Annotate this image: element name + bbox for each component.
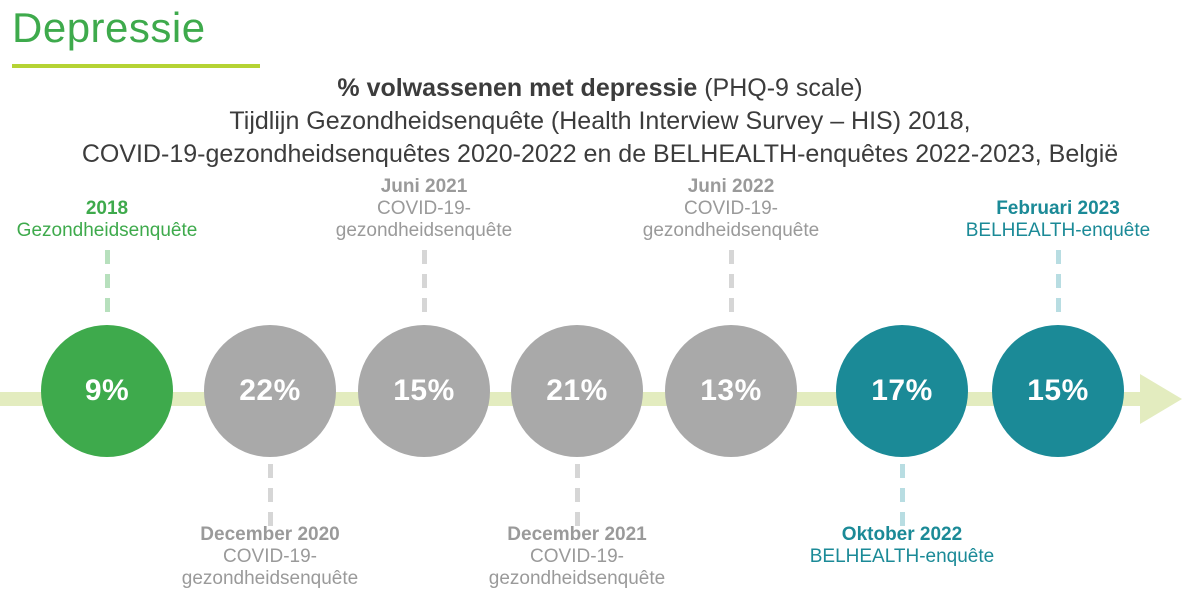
value-text: 17% (871, 374, 933, 407)
subtitle: % volwassenen met depressie (PHQ-9 scale… (0, 72, 1200, 171)
connector-dash (1056, 298, 1061, 312)
connector-dash (268, 464, 273, 478)
subtitle-bold: % volwassenen met depressie (337, 74, 698, 102)
connector-dash (1056, 250, 1061, 264)
survey-label: Juni 2021 COVID-19- gezondheidsenquête (304, 176, 544, 242)
subtitle-line-3: COVID-19-gezondheidsenquêtes 2020-2022 e… (81, 140, 1119, 168)
survey-name: Gezondheidsenquête (16, 220, 198, 241)
survey-date: Juni 2022 (687, 176, 775, 197)
value-text: 22% (239, 374, 301, 407)
connector-dash (422, 274, 427, 288)
survey-name: gezondheidsenquête (488, 568, 666, 589)
survey-name: COVID-19- (530, 546, 624, 567)
page-title: Depressie (12, 4, 206, 51)
survey-date: Februari 2023 (996, 198, 1120, 219)
connector-dash (422, 250, 427, 264)
survey-name: COVID-19- (377, 198, 471, 219)
value-circle: 15% (358, 325, 490, 457)
survey-label: December 2021 COVID-19- gezondheidsenquête (457, 524, 697, 590)
subtitle-line-1: % volwassenen met depressie (PHQ-9 scale… (0, 72, 1200, 105)
connector-dash (1056, 274, 1061, 288)
survey-date: Juni 2021 (380, 176, 468, 197)
connector-dash (729, 250, 734, 264)
value-text: 21% (546, 374, 608, 407)
connector-dash (575, 512, 580, 526)
connector-dash (729, 298, 734, 312)
connector-dash (900, 512, 905, 526)
survey-label: Februari 2023 BELHEALTH-enquête (938, 198, 1178, 242)
title-underline (12, 64, 260, 68)
value-circle: 21% (511, 325, 643, 457)
survey-date: December 2020 (200, 524, 340, 545)
connector-dash (105, 250, 110, 264)
value-circle: 13% (665, 325, 797, 457)
value-circle: 17% (836, 325, 968, 457)
subtitle-line-2: Tijdlijn Gezondheidsenquête (Health Inte… (229, 107, 971, 135)
survey-name: gezondheidsenquête (642, 220, 820, 241)
survey-label: 2018 Gezondheidsenquête (0, 198, 227, 242)
connector-dash (105, 298, 110, 312)
connector-dash (105, 274, 110, 288)
value-text: 15% (1027, 374, 1089, 407)
survey-date: Oktober 2022 (841, 524, 963, 545)
value-circle: 15% (992, 325, 1124, 457)
connector-dash (575, 464, 580, 478)
survey-name: COVID-19- (223, 546, 317, 567)
survey-name: BELHEALTH-enquête (809, 546, 995, 567)
value-circle: 22% (204, 325, 336, 457)
connector-dash (900, 488, 905, 502)
value-text: 13% (700, 374, 762, 407)
survey-date: December 2021 (507, 524, 647, 545)
survey-label: December 2020 COVID-19- gezondheidsenquête (150, 524, 390, 590)
subtitle-scale: (PHQ-9 scale) (697, 74, 863, 102)
survey-name: gezondheidsenquête (181, 568, 359, 589)
timeline-arrow-head (1140, 374, 1182, 424)
connector-dash (422, 298, 427, 312)
connector-dash (575, 488, 580, 502)
survey-name: BELHEALTH-enquête (965, 220, 1151, 241)
connector-dash (729, 274, 734, 288)
survey-label: Juni 2022 COVID-19- gezondheidsenquête (611, 176, 851, 242)
connector-dash (900, 464, 905, 478)
survey-name: COVID-19- (684, 198, 778, 219)
survey-name: gezondheidsenquête (335, 220, 513, 241)
value-circle: 9% (41, 325, 173, 457)
survey-date: 2018 (85, 198, 129, 219)
value-text: 15% (393, 374, 455, 407)
connector-dash (268, 512, 273, 526)
connector-dash (268, 488, 273, 502)
value-text: 9% (84, 374, 130, 407)
survey-label: Oktober 2022 BELHEALTH-enquête (782, 524, 1022, 568)
